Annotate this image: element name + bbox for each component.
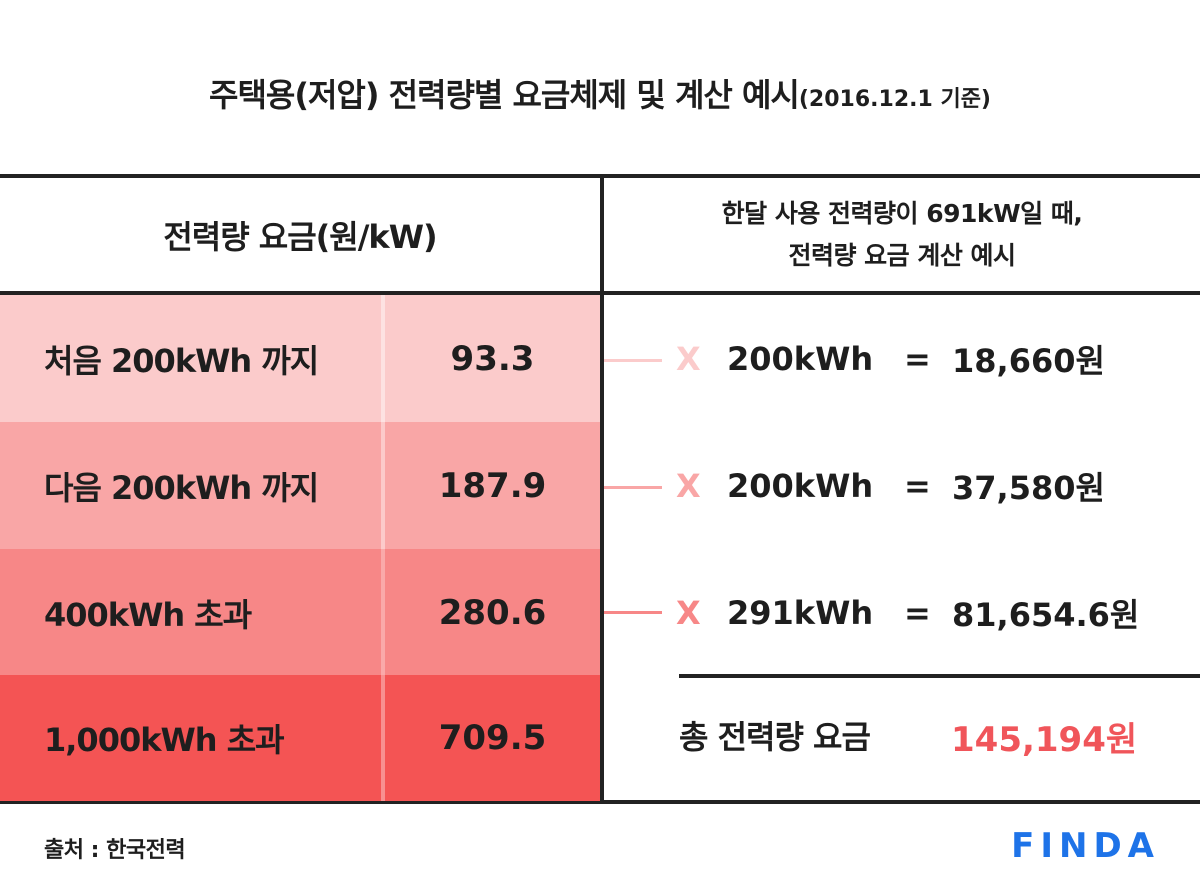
tier-rate: 709.5 — [438, 718, 547, 758]
total-label: 총 전력량 요금 — [679, 718, 871, 756]
tier-rate: 93.3 — [450, 338, 535, 379]
tier-label: 1,000kWh 초과 — [44, 721, 285, 759]
multiply-sign: X — [676, 593, 701, 632]
equals-sign: = — [904, 466, 931, 505]
calc-result: 18,660원 — [952, 341, 1105, 380]
multiply-sign: X — [676, 466, 701, 505]
rate-header: 전력량 요금(원/kW) — [163, 218, 437, 256]
page-title: 주택용(저압) 전력량별 요금체제 및 계산 예시(2016.12.1 기준) — [0, 70, 1200, 116]
example-header-line1: 한달 사용 전력량이 691kW일 때, — [721, 199, 1083, 228]
title-date: (2016.12.1 기준) — [798, 87, 991, 112]
row-connector-1 — [604, 359, 662, 362]
cell-separator — [381, 295, 385, 422]
source-note: 출처 : 한국전력 — [44, 838, 186, 863]
equals-sign: = — [904, 593, 931, 632]
total-value: 145,194원 — [951, 720, 1138, 760]
example-header: 한달 사용 전력량이 691kW일 때, 전력량 요금 계산 예시 — [604, 177, 1200, 293]
calc-usage: 200kWh — [727, 339, 874, 378]
calc-row-1: X 200kWh = 18,660원 — [604, 295, 1200, 422]
tier-label: 400kWh 초과 — [44, 595, 252, 634]
calc-result: 81,654.6원 — [952, 595, 1140, 634]
tier-row-2: 다음 200kWh 까지 187.9 — [0, 422, 600, 549]
calc-row-2: X 200kWh = 37,580원 — [604, 422, 1200, 549]
calc-usage: 200kWh — [727, 466, 874, 505]
total-divider — [679, 674, 1200, 678]
example-header-line2: 전력량 요금 계산 예시 — [788, 241, 1016, 270]
tier-label: 다음 200kWh 까지 — [44, 468, 319, 507]
cell-separator — [381, 422, 385, 549]
tier-rate: 187.9 — [438, 465, 547, 506]
cell-separator — [381, 549, 385, 676]
tier-row-1: 처음 200kWh 까지 93.3 — [0, 295, 600, 422]
cell-separator — [381, 675, 385, 801]
title-main: 주택용(저압) 전력량별 요금체제 및 계산 예시 — [209, 76, 800, 114]
tier-row-3: 400kWh 초과 280.6 — [0, 549, 600, 676]
table-bottom-border — [0, 800, 1200, 804]
finda-logo: FINDA — [1011, 826, 1160, 866]
row-connector-2 — [604, 486, 662, 489]
calc-usage: 291kWh — [727, 593, 874, 632]
calc-result: 37,580원 — [952, 468, 1105, 507]
calc-row-3: X 291kWh = 81,654.6원 — [604, 549, 1200, 676]
equals-sign: = — [904, 339, 931, 378]
column-divider — [600, 174, 604, 804]
multiply-sign: X — [676, 339, 701, 378]
tier-label: 처음 200kWh 까지 — [44, 341, 319, 380]
tier-row-4: 1,000kWh 초과 709.5 — [0, 675, 600, 801]
row-connector-3 — [604, 611, 662, 614]
tier-rate: 280.6 — [438, 592, 547, 633]
